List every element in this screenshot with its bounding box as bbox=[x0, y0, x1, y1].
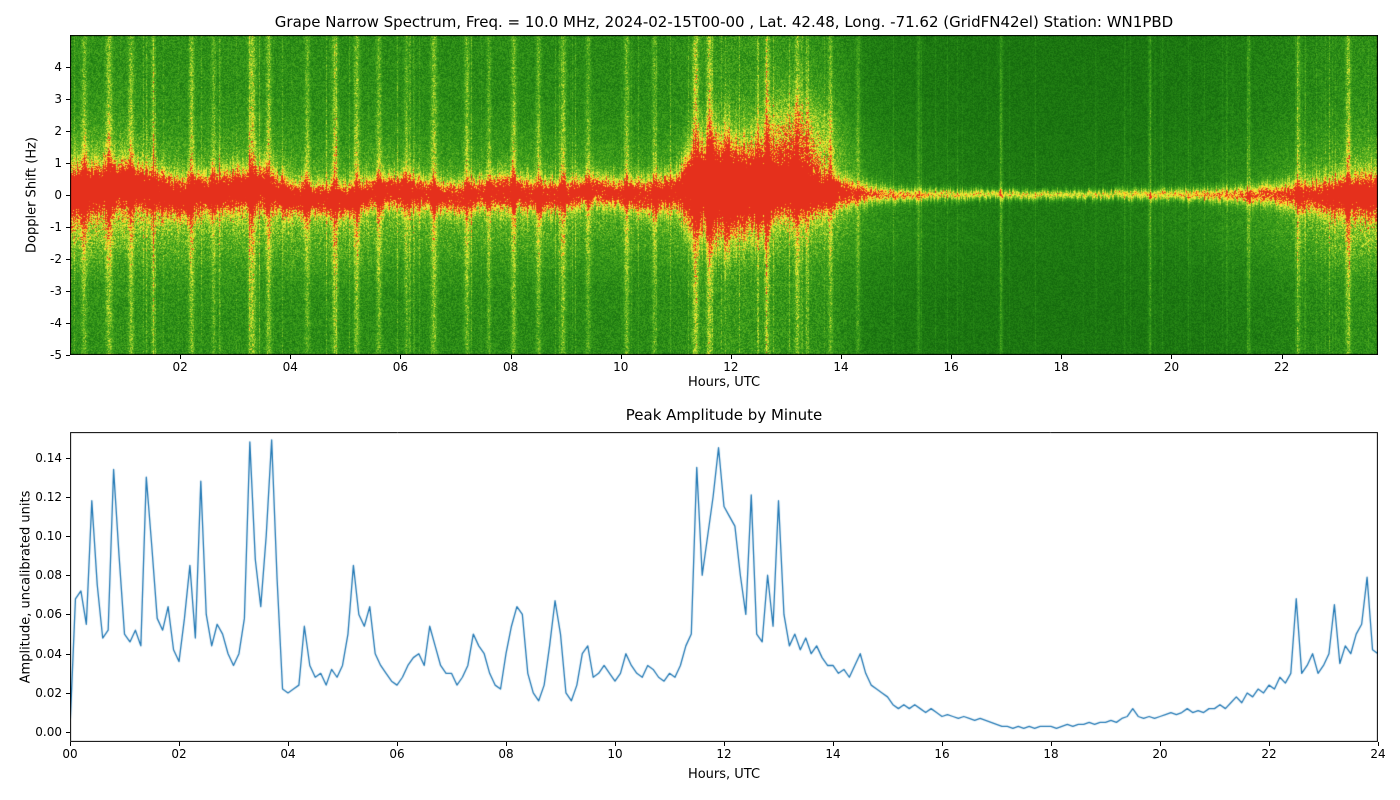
tick-mark bbox=[397, 742, 398, 746]
y-tick-label: 0.02 bbox=[35, 685, 62, 700]
x-tick-label: 00 bbox=[62, 747, 78, 761]
x-tick-label: 22 bbox=[1273, 360, 1290, 374]
x-tick-label: 20 bbox=[1163, 360, 1180, 374]
tick-mark bbox=[506, 742, 507, 746]
x-tick-label: 06 bbox=[389, 747, 405, 761]
y-tick-label: 0.06 bbox=[35, 607, 62, 622]
y-tick-label: -3 bbox=[50, 284, 62, 298]
x-tick-label: 04 bbox=[282, 360, 298, 374]
tick-mark bbox=[180, 355, 182, 359]
tick-mark bbox=[66, 99, 70, 100]
tick-mark bbox=[66, 259, 70, 260]
tick-mark bbox=[66, 67, 70, 68]
y-tick-label: 0 bbox=[54, 188, 62, 202]
tick-mark bbox=[1051, 742, 1052, 746]
y-tick-label: 0.12 bbox=[35, 489, 62, 504]
tick-mark bbox=[66, 291, 70, 292]
x-tick-label: 06 bbox=[392, 360, 409, 374]
y-tick-label: -2 bbox=[50, 252, 62, 266]
y-tick-label: 0.10 bbox=[35, 528, 62, 543]
tick-mark bbox=[288, 742, 289, 746]
tick-mark bbox=[730, 355, 732, 359]
spectrogram-x-axis-label: Hours, UTC bbox=[687, 375, 761, 390]
amplitude-title: Peak Amplitude by Minute bbox=[625, 406, 823, 424]
tick-mark bbox=[1281, 355, 1283, 359]
tick-mark bbox=[1160, 742, 1161, 746]
y-tick-label: 3 bbox=[54, 92, 62, 106]
x-tick-label: 12 bbox=[723, 360, 739, 374]
tick-mark bbox=[66, 732, 70, 734]
tick-mark bbox=[510, 355, 512, 359]
x-tick-label: 18 bbox=[1043, 747, 1059, 761]
x-tick-label: 10 bbox=[607, 747, 623, 761]
x-tick-label: 24 bbox=[1370, 747, 1386, 761]
x-tick-label: 16 bbox=[934, 747, 950, 761]
tick-mark bbox=[1378, 742, 1379, 746]
amplitude-canvas bbox=[70, 432, 1378, 742]
tick-mark bbox=[66, 653, 70, 655]
y-tick-label: 2 bbox=[54, 124, 62, 138]
amplitude-x-axis-label: Hours, UTC bbox=[687, 767, 761, 782]
y-tick-label: 0.00 bbox=[35, 725, 62, 740]
tick-mark bbox=[179, 742, 180, 746]
tick-mark bbox=[833, 742, 834, 746]
tick-mark bbox=[841, 355, 843, 359]
tick-mark bbox=[615, 742, 616, 746]
spectrogram-title: Grape Narrow Spectrum, Freq. = 10.0 MHz,… bbox=[274, 13, 1174, 31]
x-tick-label: 14 bbox=[833, 360, 849, 374]
tick-mark bbox=[66, 692, 70, 694]
tick-mark bbox=[1061, 355, 1063, 359]
tick-mark bbox=[66, 457, 70, 459]
tick-mark bbox=[66, 614, 70, 616]
tick-mark bbox=[66, 535, 70, 537]
x-tick-label: 02 bbox=[171, 747, 187, 761]
y-tick-label: 4 bbox=[54, 60, 62, 74]
tick-mark bbox=[951, 355, 953, 359]
tick-mark bbox=[66, 575, 70, 577]
tick-mark bbox=[724, 742, 725, 746]
y-tick-label: 1 bbox=[54, 156, 62, 170]
x-tick-label: 16 bbox=[943, 360, 959, 374]
tick-mark bbox=[400, 355, 402, 359]
tick-mark bbox=[1171, 355, 1173, 359]
y-tick-label: 0.14 bbox=[35, 450, 62, 465]
y-tick-label: 0.04 bbox=[35, 646, 62, 661]
y-tick-label: -5 bbox=[50, 348, 62, 362]
tick-mark bbox=[66, 227, 70, 228]
x-tick-label: 08 bbox=[502, 360, 519, 374]
x-tick-label: 20 bbox=[1152, 747, 1168, 761]
tick-mark bbox=[66, 355, 70, 356]
y-tick-label: -1 bbox=[50, 220, 62, 234]
tick-mark bbox=[66, 323, 70, 324]
x-tick-label: 12 bbox=[716, 747, 732, 761]
tick-mark bbox=[1269, 742, 1270, 746]
tick-mark bbox=[66, 195, 70, 196]
x-tick-label: 22 bbox=[1261, 747, 1277, 761]
x-tick-label: 10 bbox=[613, 360, 629, 374]
spectrogram-canvas bbox=[70, 35, 1378, 355]
x-tick-label: 02 bbox=[172, 360, 188, 374]
tick-mark bbox=[66, 163, 70, 164]
y-tick-label: -4 bbox=[50, 316, 62, 330]
x-tick-label: 14 bbox=[825, 747, 841, 761]
tick-mark bbox=[942, 742, 943, 746]
tick-mark bbox=[290, 355, 292, 359]
x-tick-label: 18 bbox=[1053, 360, 1069, 374]
x-tick-label: 04 bbox=[280, 747, 296, 761]
x-tick-label: 08 bbox=[498, 747, 514, 761]
y-tick-label: 0.08 bbox=[35, 568, 62, 583]
tick-mark bbox=[66, 131, 70, 132]
tick-mark bbox=[66, 496, 70, 498]
tick-mark bbox=[620, 355, 622, 359]
tick-mark bbox=[70, 742, 71, 746]
